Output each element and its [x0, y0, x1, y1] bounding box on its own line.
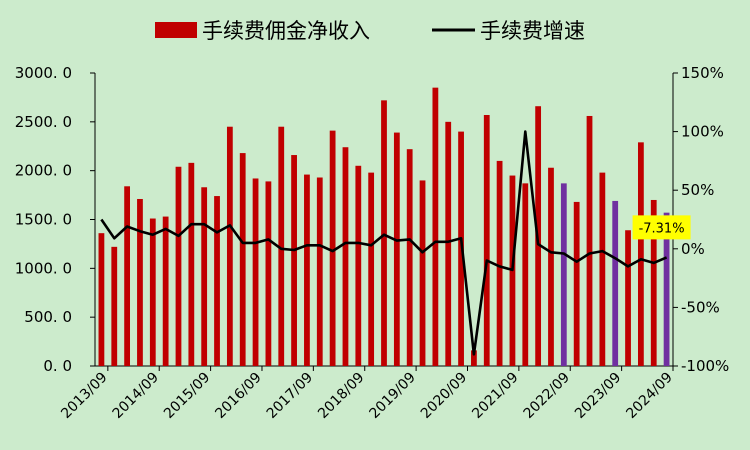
bar [483, 114, 490, 366]
bar [175, 166, 182, 366]
y-right-tick-label: 100% [681, 123, 724, 141]
y-axis-right-ticks: -100% -50% 0% 50% 100% 150% [673, 64, 729, 375]
bar [316, 177, 323, 366]
y-left-tick-label: 1500. 0 [15, 211, 72, 229]
y-left-tick-label: 3000. 0 [15, 64, 72, 82]
line-value-callout: -7.31% [632, 215, 691, 240]
legend-bar-swatch [155, 22, 197, 38]
y-left-tick-label: 2500. 0 [15, 113, 72, 131]
bar [124, 186, 131, 366]
x-tick-label: 2013/09 [58, 370, 110, 422]
x-tick-label: 2019/09 [366, 370, 418, 422]
bar [355, 165, 362, 366]
x-tick-label: 2015/09 [161, 370, 213, 422]
bar [278, 126, 285, 366]
bar [201, 187, 208, 366]
bar-highlight [663, 212, 670, 366]
legend-bar-label: 手续费佣金净收入 [202, 19, 370, 43]
y-right-tick-label: 0% [681, 240, 705, 258]
x-tick-label: 2024/09 [623, 370, 675, 422]
bar-series [98, 87, 670, 367]
y-right-tick-label: 150% [681, 64, 724, 82]
bar [419, 180, 426, 366]
bar-highlight [560, 183, 567, 366]
x-tick-label: 2021/09 [469, 370, 521, 422]
x-tick-label: 2020/09 [418, 370, 470, 422]
bar [496, 160, 503, 366]
bar [252, 178, 259, 366]
bar [625, 230, 631, 366]
y-right-tick-label: 50% [681, 181, 714, 199]
callout-background [632, 215, 691, 240]
bar [149, 218, 156, 366]
bar [342, 147, 349, 366]
bar [368, 172, 375, 366]
bar [111, 246, 118, 366]
bar [599, 172, 606, 366]
bar [548, 167, 554, 366]
y-left-tick-label: 2000. 0 [15, 162, 72, 180]
bar [637, 142, 644, 366]
bar [445, 121, 452, 366]
x-axis-ticks: 2013/092014/092015/092016/092017/092018/… [58, 366, 676, 422]
legend-line-label: 手续费增速 [480, 19, 585, 43]
bar [522, 183, 529, 366]
y-left-tick-label: 0. 0 [43, 357, 72, 375]
bar [239, 153, 246, 366]
bar [188, 162, 195, 366]
x-tick-label: 2023/09 [572, 370, 624, 422]
x-tick-label: 2014/09 [110, 370, 162, 422]
bar [162, 216, 169, 366]
x-tick-label: 2016/09 [212, 370, 264, 422]
bar [573, 201, 580, 366]
line-series [100, 130, 668, 356]
bar-highlight [612, 200, 619, 366]
y-left-tick-label: 500. 0 [24, 308, 72, 326]
bar [381, 100, 387, 366]
bar [137, 198, 143, 366]
x-tick-label: 2022/09 [521, 370, 573, 422]
x-tick-label: 2017/09 [264, 370, 316, 422]
y-axis-left-ticks: 0. 0 500. 0 1000. 0 1500. 0 2000. 0 2500. 0 30… [15, 64, 95, 375]
bar [304, 174, 310, 366]
bar [406, 149, 413, 366]
bar [329, 130, 336, 366]
bar [291, 155, 297, 366]
legend: 手续费佣金净收入 手续费增速 [155, 19, 585, 43]
bar [471, 350, 477, 366]
bar [432, 87, 439, 367]
y-left-tick-label: 1000. 0 [15, 259, 72, 277]
bar [214, 196, 220, 366]
bar [393, 132, 400, 366]
growth-line [100, 130, 668, 356]
bar [98, 233, 105, 366]
bar [265, 181, 272, 366]
bar [226, 126, 233, 366]
y-right-tick-label: -50% [681, 298, 720, 316]
y-right-tick-label: -100% [681, 357, 729, 375]
bar [650, 199, 657, 366]
x-tick-label: 2018/09 [315, 370, 367, 422]
bar [586, 115, 593, 367]
callout-label: -7.31% [639, 221, 685, 236]
